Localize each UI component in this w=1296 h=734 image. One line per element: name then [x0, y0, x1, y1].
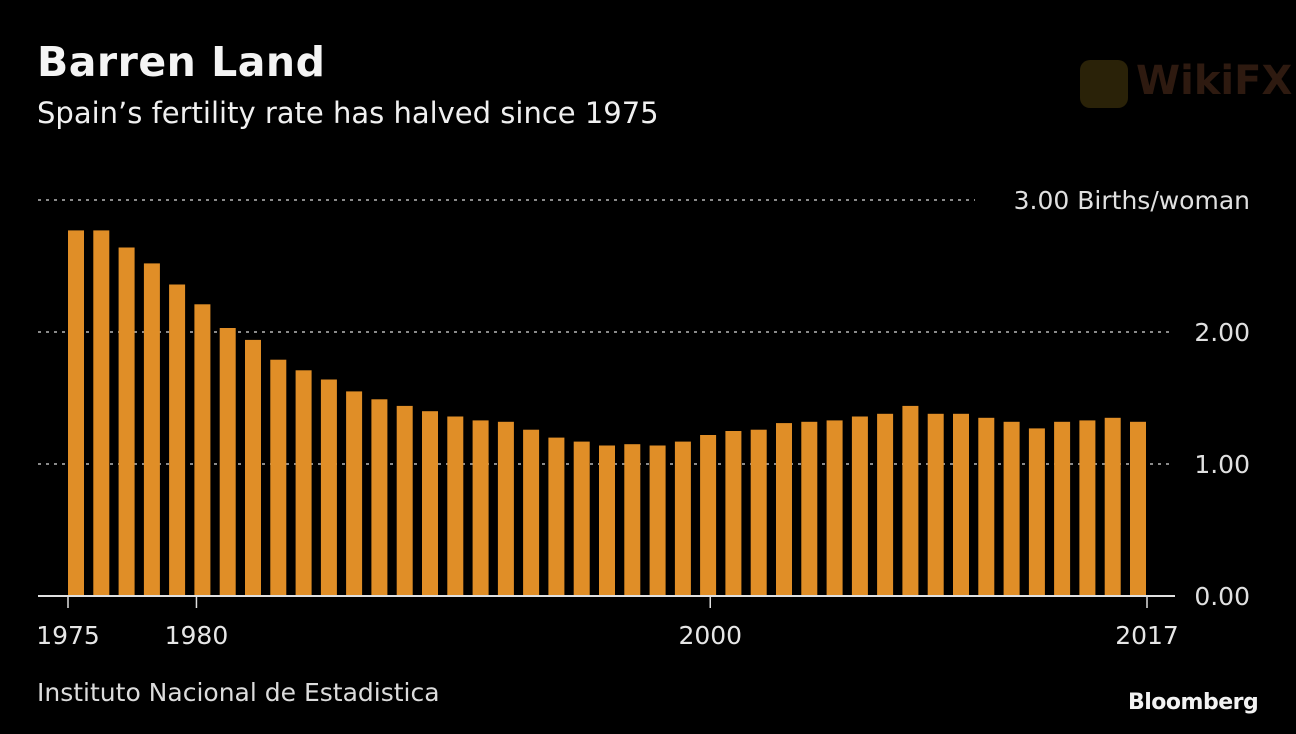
bar-2007	[877, 413, 894, 596]
bar-1994	[548, 437, 565, 596]
bar-2004	[801, 421, 818, 596]
x-tick-label: 1975	[36, 621, 100, 650]
bar-1986	[346, 391, 363, 596]
bar-1988	[396, 405, 413, 596]
chart-subtitle: Spain’s fertility rate has halved since …	[37, 96, 659, 130]
y-tick-label: 3.00 Births/woman	[1014, 186, 1250, 215]
bar-1997	[624, 444, 641, 596]
bar-1978	[143, 263, 160, 596]
bar-1981	[219, 328, 236, 596]
bar-1993	[523, 429, 540, 596]
bar-1977	[118, 247, 135, 596]
bar-1979	[169, 284, 186, 596]
bar-1998	[649, 445, 666, 596]
y-tick-label: 0.00	[1194, 582, 1250, 611]
bar-2016	[1104, 417, 1121, 596]
y-tick-label: 2.00	[1194, 318, 1250, 347]
watermark-text: WikiFX	[1136, 58, 1293, 104]
bar-2015	[1079, 420, 1096, 596]
bar-1982	[245, 339, 261, 596]
bar-2010	[953, 413, 969, 596]
bars	[68, 230, 1146, 596]
bar-2014	[1054, 421, 1071, 596]
bar-1984	[295, 370, 312, 596]
bar-2009	[927, 413, 944, 596]
bar-2006	[851, 416, 868, 596]
bar-1989	[422, 411, 438, 596]
bar-2001	[725, 431, 742, 596]
bar-1985	[320, 379, 337, 596]
bar-2011	[978, 417, 995, 596]
bar-1992	[497, 421, 514, 596]
brand-logo: Bloomberg	[1128, 690, 1259, 715]
bar-2008	[902, 405, 919, 596]
bar-1990	[447, 416, 464, 596]
x-axis	[38, 595, 1175, 608]
bar-2005	[826, 420, 843, 596]
bar-2000	[700, 435, 717, 596]
bar-1987	[371, 399, 388, 596]
bar-1983	[270, 359, 287, 596]
bar-1996	[599, 445, 615, 596]
x-axis-labels: 1975 1980 2000 2017	[36, 621, 1179, 650]
source-note: Instituto Nacional de Estadistica	[37, 678, 440, 707]
x-tick-label: 2000	[678, 621, 742, 650]
y-axis-labels: 0.00 1.00 2.00 3.00 Births/woman	[1014, 186, 1250, 611]
chart-title: Barren Land	[37, 38, 326, 86]
bar-2013	[1028, 428, 1045, 596]
bar-2003	[776, 423, 792, 596]
bar-1991	[472, 420, 489, 596]
x-tick-label: 2017	[1115, 621, 1179, 650]
bar-1976	[93, 230, 110, 596]
x-tick-label: 1980	[165, 621, 229, 650]
bar-1975	[68, 230, 84, 596]
watermark-logo-icon	[1080, 60, 1128, 108]
bar-2012	[1003, 421, 1020, 596]
bar-1980	[194, 304, 211, 596]
bar-1999	[674, 441, 691, 596]
bar-2017	[1130, 421, 1146, 596]
bar-2002	[750, 429, 767, 596]
bar-1995	[573, 441, 590, 596]
y-tick-label: 1.00	[1194, 450, 1250, 479]
